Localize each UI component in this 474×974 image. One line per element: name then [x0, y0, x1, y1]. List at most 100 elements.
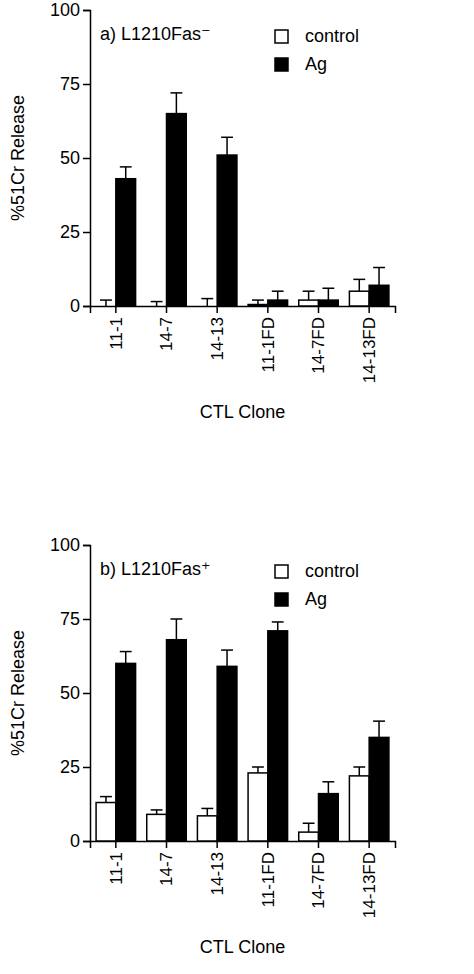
y-axis: 0 25 50 75 100 [50, 535, 91, 851]
bar [349, 291, 369, 306]
x-axis-line [91, 842, 396, 849]
error-bar-stem [207, 299, 209, 306]
error-bar-stem [378, 721, 380, 737]
y-tick: 0 [70, 831, 90, 851]
x-tick-label: 14-13FD [360, 317, 379, 383]
bar [268, 631, 288, 841]
chart-title: b) L1210Fas⁺ [100, 559, 211, 579]
error-bar-stem [125, 652, 127, 664]
x-tick: 11-1FD [259, 841, 278, 907]
error-bar-cap [322, 781, 334, 783]
x-tick-mark [216, 306, 218, 313]
error-bar-stem [359, 767, 361, 776]
error-bar-stem [207, 808, 209, 815]
x-tick-label: 14-13 [208, 317, 227, 360]
x-tick-mark [166, 841, 168, 848]
error-bar-cap [353, 766, 365, 768]
y-tick-label: 75 [60, 609, 80, 629]
legend-item: control [275, 26, 359, 46]
x-tick-label: 14-7FD [309, 852, 328, 909]
x-tick: 14-7FD [309, 841, 328, 909]
bar [197, 816, 217, 841]
error-bar-stem [125, 167, 127, 179]
error-bar [201, 299, 213, 306]
bar [349, 776, 369, 841]
error-bar-cap [322, 287, 334, 289]
error-bar-cap [151, 301, 163, 303]
legend-label: Ag [305, 54, 327, 74]
series [116, 619, 389, 841]
bar [369, 737, 389, 841]
y-axis: 0255075100 [50, 0, 91, 316]
x-tick-mark [318, 306, 320, 313]
error-bar-cap [272, 621, 284, 623]
y-axis-title: %51Cr Release [8, 630, 28, 756]
x-tick-label: 11-1FD [259, 852, 278, 907]
x-tick: 14-13 [208, 841, 227, 895]
legend-label: Ag [305, 589, 327, 609]
y-tick-mark [83, 306, 90, 308]
error-bar [322, 288, 334, 300]
error-bar-stem [226, 137, 228, 155]
bar [248, 305, 268, 306]
x-tick: 11-1FD [259, 306, 278, 372]
bar [318, 794, 338, 841]
error-bar [353, 279, 365, 291]
y-tick: 100 [50, 0, 90, 20]
bar [167, 114, 187, 306]
y-tick-mark [83, 693, 90, 695]
y-tick: 25 [60, 757, 90, 777]
error-bar-stem [176, 93, 178, 114]
error-bar-stem [328, 288, 330, 300]
y-tick-mark [83, 841, 90, 843]
x-tick: 11-1 [107, 306, 126, 350]
x-tick-label: 11-1 [107, 852, 126, 885]
error-bar [272, 622, 284, 631]
y-tick-label: 50 [60, 683, 80, 703]
error-bar [120, 652, 132, 664]
x-tick-label: 14-7FD [309, 317, 328, 374]
x-tick-label: 14-13FD [360, 852, 379, 918]
y-tick: 50 [60, 148, 90, 168]
legend: controlAg [275, 561, 359, 609]
bar [299, 300, 319, 306]
plot-marks [100, 93, 389, 306]
x-tick-label: 14-7 [157, 852, 176, 886]
y-tick-mark [83, 10, 90, 12]
x-tick-mark [115, 306, 117, 313]
y-tick-mark [83, 158, 90, 160]
y-tick: 25 [60, 222, 90, 242]
y-tick-label: 25 [60, 222, 80, 242]
x-tick-mark [368, 306, 370, 313]
error-bar [322, 782, 334, 794]
error-bar-stem [277, 291, 279, 300]
x-tick-mark [368, 841, 370, 848]
y-tick: 50 [60, 683, 90, 703]
error-bar-stem [105, 797, 107, 803]
x-tick-label: 14-13 [208, 852, 227, 895]
y-tick-mark [83, 619, 90, 621]
bar [147, 814, 167, 841]
y-tick-label: 0 [70, 831, 80, 851]
error-bar-cap [303, 822, 315, 824]
error-bar [373, 721, 385, 737]
plot-marks [96, 619, 389, 841]
error-bar-cap [252, 299, 264, 301]
legend-item: Ag [275, 54, 327, 74]
series [116, 93, 389, 306]
error-bar-cap [272, 290, 284, 292]
x-tick-mark [166, 306, 168, 313]
y-tick: 75 [60, 74, 90, 94]
x-tick: 14-7 [157, 841, 176, 886]
x-tick-mark [267, 306, 269, 313]
x-tick-mark [216, 841, 218, 848]
y-tick: 100 [50, 535, 90, 555]
error-bar-cap [201, 808, 213, 810]
error-bar-stem [308, 823, 310, 832]
bar [318, 300, 338, 306]
error-bar-stem [378, 268, 380, 286]
y-tick-mark [83, 232, 90, 234]
error-bar-cap [120, 166, 132, 168]
bar [116, 179, 136, 306]
bar [217, 155, 237, 306]
